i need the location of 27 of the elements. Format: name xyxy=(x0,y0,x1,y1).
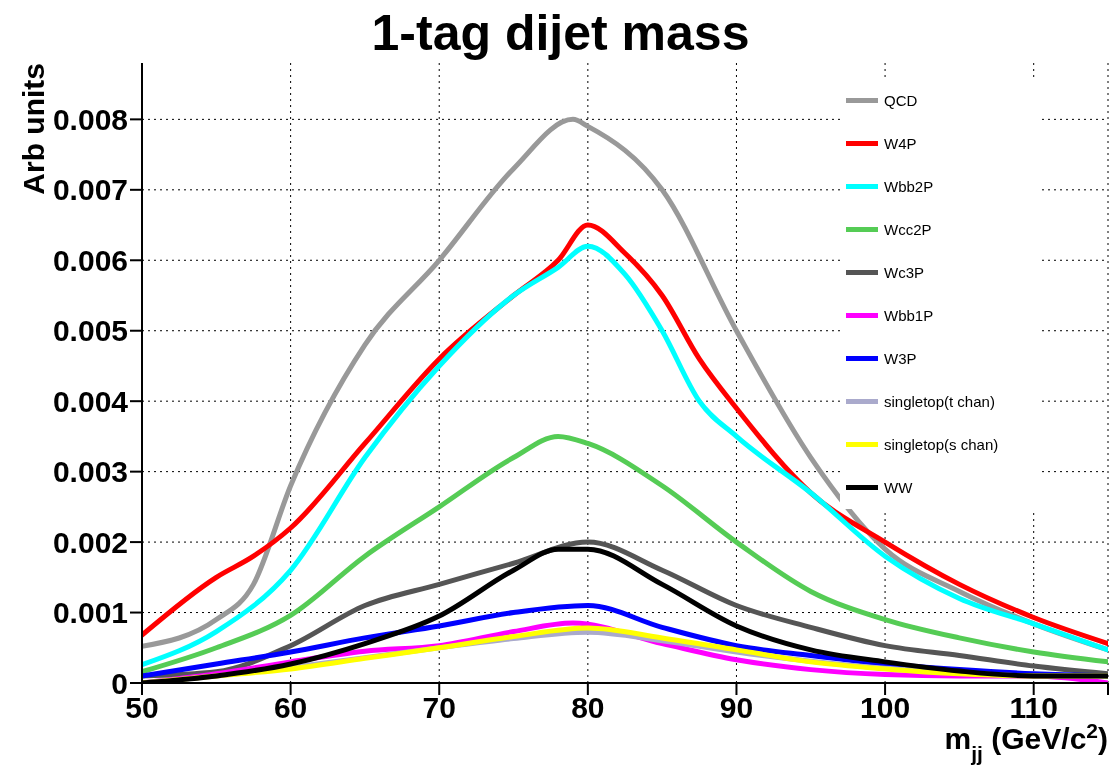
x-tick-label: 70 xyxy=(422,691,456,725)
y-tick-label: 0.004 xyxy=(52,384,129,418)
chart-title: 1-tag dijet mass xyxy=(371,5,750,61)
y-tick-label: 0.001 xyxy=(52,596,128,630)
legend-label: QCD xyxy=(884,92,918,109)
y-tick-label: 0 xyxy=(111,666,128,700)
legend-label: Wcc2P xyxy=(884,221,932,238)
y-tick-label: 0.002 xyxy=(52,525,128,559)
legend-label: WW xyxy=(884,479,913,496)
y-tick-label: 0.007 xyxy=(52,173,128,207)
legend-label: Wbb1P xyxy=(884,307,934,324)
x-tick-label: 60 xyxy=(273,691,308,725)
y-tick-label: 0.008 xyxy=(52,103,128,137)
y-tick-label: 0.006 xyxy=(52,243,128,277)
legend-label: W3P xyxy=(884,350,917,367)
y-axis-title: Arb units xyxy=(17,63,50,195)
legend-label: singletop(t chan) xyxy=(884,393,995,410)
y-tick-label: 0.005 xyxy=(52,314,128,348)
x-tick-label: 100 xyxy=(860,691,911,725)
legend-label: Wbb2P xyxy=(884,178,934,195)
y-tick-label: 0.003 xyxy=(52,455,128,489)
x-tick-label: 80 xyxy=(571,691,605,725)
legend-label: Wc3P xyxy=(884,264,925,281)
legend-label: W4P xyxy=(884,135,917,152)
legend-label: singletop(s chan) xyxy=(884,436,999,453)
x-tick-label: 50 xyxy=(125,691,159,725)
x-tick-label: 90 xyxy=(719,691,754,725)
